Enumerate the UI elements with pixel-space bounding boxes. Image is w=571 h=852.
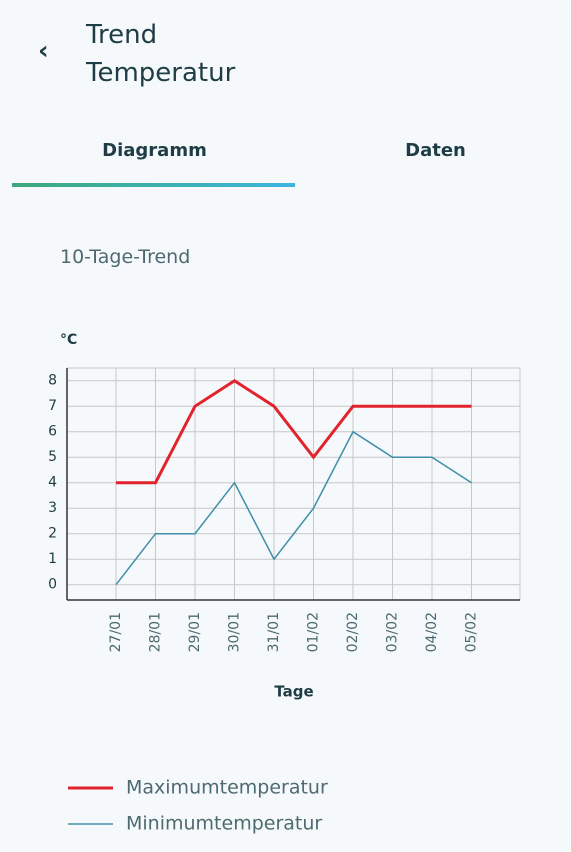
x-tick-label: 31/01: [266, 612, 282, 652]
x-tick-label: 27/01: [108, 612, 124, 652]
page-title: Trend Temperatur: [86, 20, 236, 88]
y-tick-label: 4: [48, 475, 57, 491]
tab[interactable]: Daten: [405, 140, 466, 161]
x-tick-label: 28/01: [148, 612, 164, 652]
x-tick-label: 29/01: [187, 612, 203, 652]
series-line: [116, 378, 472, 485]
y-tick-label: 7: [48, 398, 57, 414]
y-tick-label: 2: [48, 526, 57, 542]
legend-label: Minimumtemperatur: [126, 813, 322, 835]
y-tick-label: 8: [48, 373, 57, 389]
y-tick-label: 6: [48, 424, 57, 440]
legend-label: Maximumtemperatur: [126, 777, 328, 799]
x-tick-label: 02/02: [345, 612, 361, 652]
back-button[interactable]: ‹: [38, 36, 49, 66]
y-tick-label: 1: [48, 551, 57, 567]
y-tick-label: 5: [48, 449, 57, 465]
y-axis-label: °C: [60, 332, 77, 348]
x-tick-label: 04/02: [424, 612, 440, 652]
tab[interactable]: Diagramm: [102, 140, 207, 161]
y-tick-label: 3: [48, 500, 57, 516]
x-tick-label: 30/01: [227, 612, 243, 652]
subtitle: 10-Tage-Trend: [60, 246, 191, 268]
y-tick-label: 0: [48, 577, 57, 593]
x-axis-label: Tage: [274, 683, 313, 701]
series-line: [115, 430, 472, 586]
x-tick-label: 05/02: [464, 612, 480, 652]
x-tick-label: 01/02: [306, 612, 322, 652]
tab-indicator: [12, 183, 295, 187]
x-tick-label: 03/02: [385, 612, 401, 652]
